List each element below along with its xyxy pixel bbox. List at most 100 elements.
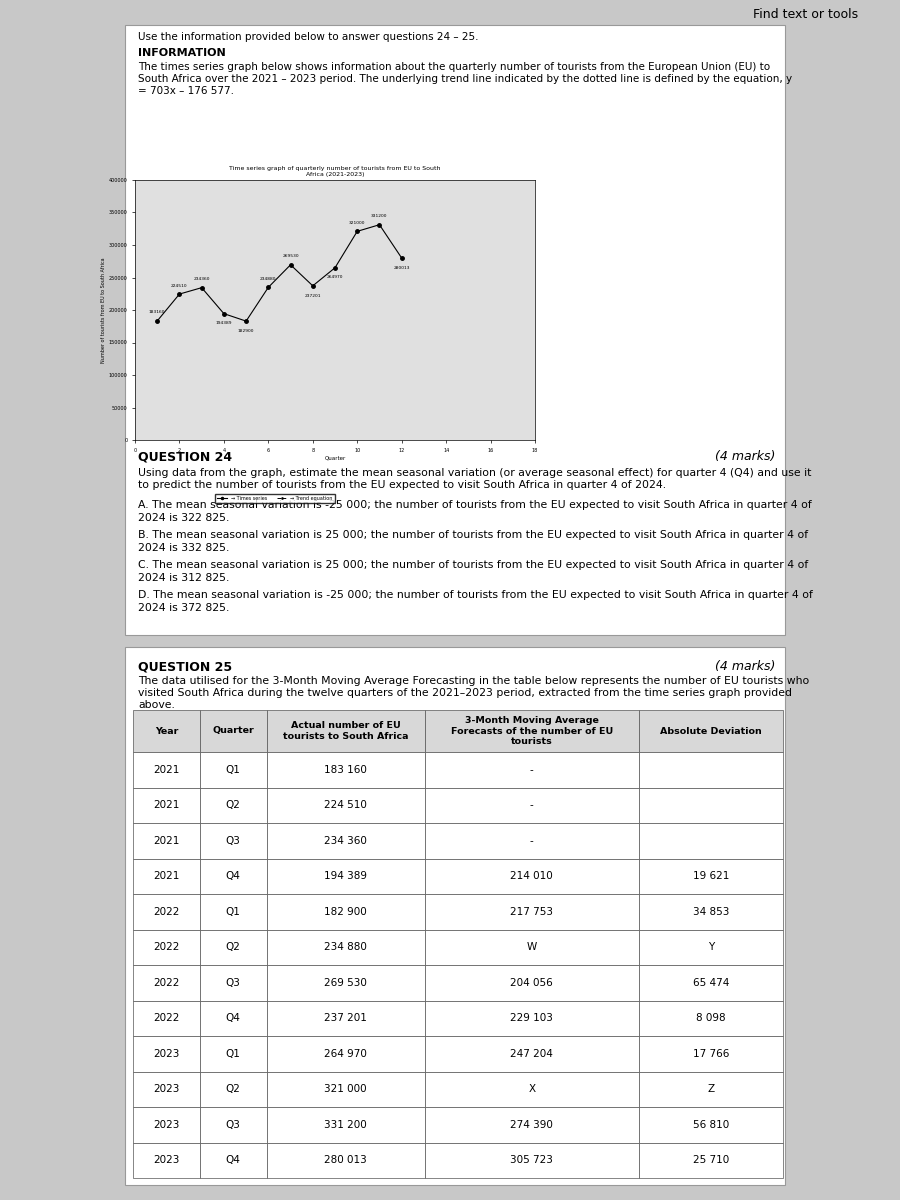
Bar	[425, 1106, 639, 1142]
Text: 224510: 224510	[171, 283, 188, 288]
Text: Quarter: Quarter	[212, 726, 254, 736]
Text: Q2: Q2	[226, 800, 240, 810]
Bar	[266, 930, 425, 965]
Bar	[266, 1072, 425, 1106]
Bar	[266, 787, 425, 823]
Text: W: W	[526, 942, 537, 953]
Text: INFORMATION: INFORMATION	[138, 48, 226, 58]
Text: South Africa over the 2021 – 2023 period. The underlying trend line indicated by: South Africa over the 2021 – 2023 period…	[138, 74, 792, 84]
Text: Q1: Q1	[226, 907, 240, 917]
Text: Q1: Q1	[226, 1049, 240, 1058]
Text: B. The mean seasonal variation is 25 000; the number of tourists from the EU exp: B. The mean seasonal variation is 25 000…	[138, 530, 808, 540]
Bar	[200, 1106, 266, 1142]
→ Times series	[374, 217, 385, 232]
Bar	[125, 647, 785, 1186]
→ Times series	[396, 251, 407, 265]
Bar	[133, 894, 200, 930]
Bar	[425, 930, 639, 965]
Text: 264 970: 264 970	[324, 1049, 367, 1058]
Text: 234880: 234880	[260, 277, 276, 281]
Text: 65 474: 65 474	[693, 978, 729, 988]
→ Times series	[308, 278, 319, 293]
Bar	[133, 752, 200, 787]
Text: A. The mean seasonal variation is -25 000; the number of tourists from the EU ex: A. The mean seasonal variation is -25 00…	[138, 500, 812, 510]
Bar	[133, 1106, 200, 1142]
Text: 2023: 2023	[153, 1049, 180, 1058]
Text: Actual number of EU
tourists to South Africa: Actual number of EU tourists to South Af…	[283, 721, 409, 740]
→ Times series	[174, 287, 184, 301]
Text: 2022: 2022	[153, 1013, 180, 1024]
Bar	[266, 710, 425, 752]
Text: 234 360: 234 360	[324, 835, 367, 846]
Text: 183 160: 183 160	[324, 764, 367, 775]
Text: Q3: Q3	[226, 978, 240, 988]
Bar	[200, 894, 266, 930]
Text: to predict the number of tourists from the EU expected to visit South Africa in : to predict the number of tourists from t…	[138, 480, 666, 490]
Bar	[133, 710, 200, 752]
Text: 247 204: 247 204	[510, 1049, 554, 1058]
Text: Q1: Q1	[226, 764, 240, 775]
→ Trend equation	[214, 546, 225, 560]
Text: QUESTION 24: QUESTION 24	[138, 450, 232, 463]
Bar	[425, 710, 639, 752]
Bar	[425, 1142, 639, 1178]
Text: 3-Month Moving Average
Forecasts of the number of EU
tourists: 3-Month Moving Average Forecasts of the …	[451, 716, 613, 746]
→ Trend equation	[397, 542, 408, 557]
Bar	[639, 710, 783, 752]
Text: 2024 is 312 825.: 2024 is 312 825.	[138, 572, 230, 583]
Bar	[425, 858, 639, 894]
Text: 280013: 280013	[394, 265, 410, 270]
Text: Using data from the graph, estimate the mean seasonal variation (or average seas: Using data from the graph, estimate the …	[138, 468, 812, 478]
Bar	[125, 25, 785, 635]
Text: 194389: 194389	[216, 322, 232, 325]
Text: 2023: 2023	[153, 1085, 180, 1094]
Bar	[133, 1072, 200, 1106]
Text: 229 103: 229 103	[510, 1013, 554, 1024]
Text: 183160: 183160	[149, 311, 166, 314]
Text: 2022: 2022	[153, 978, 180, 988]
Bar	[266, 1106, 425, 1142]
Text: Use the information provided below to answer questions 24 – 25.: Use the information provided below to an…	[138, 32, 479, 42]
→ Times series	[196, 281, 207, 295]
Bar	[200, 1036, 266, 1072]
Text: 280 013: 280 013	[324, 1156, 367, 1165]
Bar	[200, 710, 266, 752]
Text: D. The mean seasonal variation is -25 000; the number of tourists from the EU ex: D. The mean seasonal variation is -25 00…	[138, 590, 813, 600]
→ Trend equation	[289, 545, 300, 559]
Text: 2024 is 332 825.: 2024 is 332 825.	[138, 542, 230, 553]
Text: 17 766: 17 766	[693, 1049, 729, 1058]
Bar	[133, 1142, 200, 1178]
Bar	[639, 858, 783, 894]
Text: 182 900: 182 900	[324, 907, 367, 917]
Title: Time series graph of quarterly number of tourists from EU to South
Africa (2021-: Time series graph of quarterly number of…	[230, 166, 441, 176]
Text: -: -	[530, 800, 534, 810]
Text: 194 389: 194 389	[324, 871, 367, 881]
Bar	[639, 965, 783, 1001]
Bar	[133, 858, 200, 894]
Text: 2024 is 322 825.: 2024 is 322 825.	[138, 514, 230, 523]
Bar	[266, 823, 425, 858]
Bar	[200, 1001, 266, 1036]
Text: 2021: 2021	[153, 871, 180, 881]
Bar	[200, 823, 266, 858]
Bar	[133, 1036, 200, 1072]
Bar	[133, 930, 200, 965]
Text: (4 marks): (4 marks)	[715, 660, 775, 673]
Bar	[639, 787, 783, 823]
Text: 214 010: 214 010	[510, 871, 554, 881]
Bar	[200, 787, 266, 823]
Text: = 703x – 176 577.: = 703x – 176 577.	[138, 86, 234, 96]
Text: 8 098: 8 098	[697, 1013, 725, 1024]
Bar	[133, 965, 200, 1001]
Bar	[639, 1036, 783, 1072]
Bar	[639, 752, 783, 787]
Text: 321 000: 321 000	[324, 1085, 367, 1094]
Text: 264970: 264970	[327, 276, 343, 280]
Bar	[266, 858, 425, 894]
Y-axis label: Number of tourists from EU to South Africa: Number of tourists from EU to South Afri…	[101, 257, 106, 362]
Text: C. The mean seasonal variation is 25 000; the number of tourists from the EU exp: C. The mean seasonal variation is 25 000…	[138, 560, 808, 570]
X-axis label: Quarter: Quarter	[324, 456, 346, 461]
Text: 237 201: 237 201	[324, 1013, 367, 1024]
Text: 234 880: 234 880	[324, 942, 367, 953]
Text: 217 753: 217 753	[510, 907, 554, 917]
